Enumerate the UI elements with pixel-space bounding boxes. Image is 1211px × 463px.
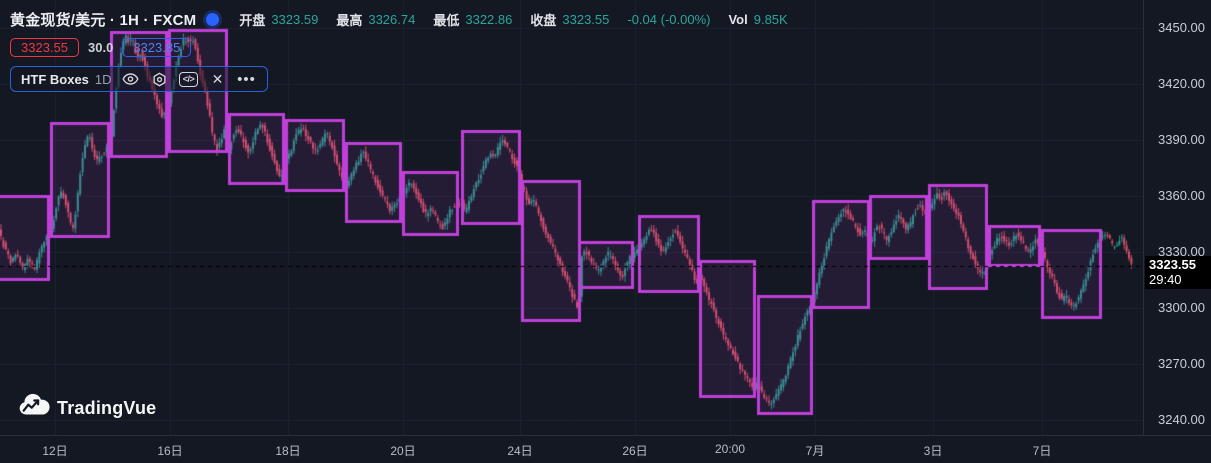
time-tick: 7月 [805,444,825,458]
indicator-timeframe: 1D [94,71,112,87]
price-tick: 3330.00 [1158,244,1205,259]
time-tick: 3日 [923,444,943,458]
price-tick: 3360.00 [1158,188,1205,203]
volume-label: Vol [728,12,748,27]
price-tick: 3390.00 [1158,132,1205,147]
low-label: 最低 [433,13,460,28]
time-tick: 7日 [1032,444,1052,458]
price-tick: 3270.00 [1158,356,1205,371]
low-value: 3322.86 [465,12,513,27]
source-code-icon[interactable]: </> [178,70,199,88]
open-label: 开盘 [239,13,266,28]
more-options-icon[interactable]: ••• [237,70,256,88]
high-value: 3326.74 [368,12,416,27]
price-tick: 3240.00 [1158,412,1205,427]
time-tick: 16日 [157,444,183,458]
symbol-header: 黄金现货/美元 · 1H · FXCM 开盘 3323.59 最高 3326.7… [10,9,788,30]
buy-price-button[interactable]: 3323.85 [122,38,192,57]
bar-countdown: 29:40 [1149,272,1182,287]
eye-icon[interactable] [121,70,141,88]
close-value: 3323.55 [562,12,610,27]
indicator-name[interactable]: HTF Boxes [21,71,89,87]
last-price-badge: 3323.55 29:40 [1145,256,1211,289]
last-price-value: 3323.55 [1149,257,1196,272]
time-tick: 24日 [507,444,533,458]
tradingvue-logo: TradingVue [16,393,156,424]
live-status-dot [206,13,220,26]
price-tick: 3450.00 [1158,20,1205,35]
settings-gear-icon[interactable] [150,70,170,88]
remove-indicator-icon[interactable]: ✕ [211,70,224,87]
open-value: 3323.59 [271,12,319,27]
indicator-legend[interactable]: HTF Boxes 1D </> ✕ ••• [10,66,268,92]
chart-plot-area[interactable]: 黄金现货/美元 · 1H · FXCM 开盘 3323.59 最高 3326.7… [0,0,1143,435]
time-tick: 20日 [390,444,416,458]
time-tick: 18日 [275,444,301,458]
sell-price-button[interactable]: 3323.55 [10,38,79,57]
price-tick: 3420.00 [1158,76,1205,91]
volume-value: 9.85K [753,12,788,27]
price-axis[interactable]: 3450.00 3420.00 3390.00 3360.00 3330.00 … [1143,0,1211,435]
time-tick: 20:00 [714,442,746,456]
time-tick: 26日 [622,444,648,458]
price-tick: 3300.00 [1158,300,1205,315]
logo-text: TradingVue [57,398,157,418]
time-tick: 12日 [42,444,68,458]
close-label: 收盘 [530,13,557,28]
spread-value: 30.0 [88,40,114,55]
time-axis[interactable]: 12日 16日 18日 20日 24日 26日 20:00 7月 3日 7日 [0,435,1211,463]
cloud-chart-icon [16,393,50,424]
change-value: -0.04 (-0.00%) [627,12,711,27]
symbol-title[interactable]: 黄金现货/美元 · 1H · FXCM [10,12,197,29]
high-label: 最高 [336,13,363,28]
quote-row: 3323.55 30.0 3323.85 [10,38,192,57]
